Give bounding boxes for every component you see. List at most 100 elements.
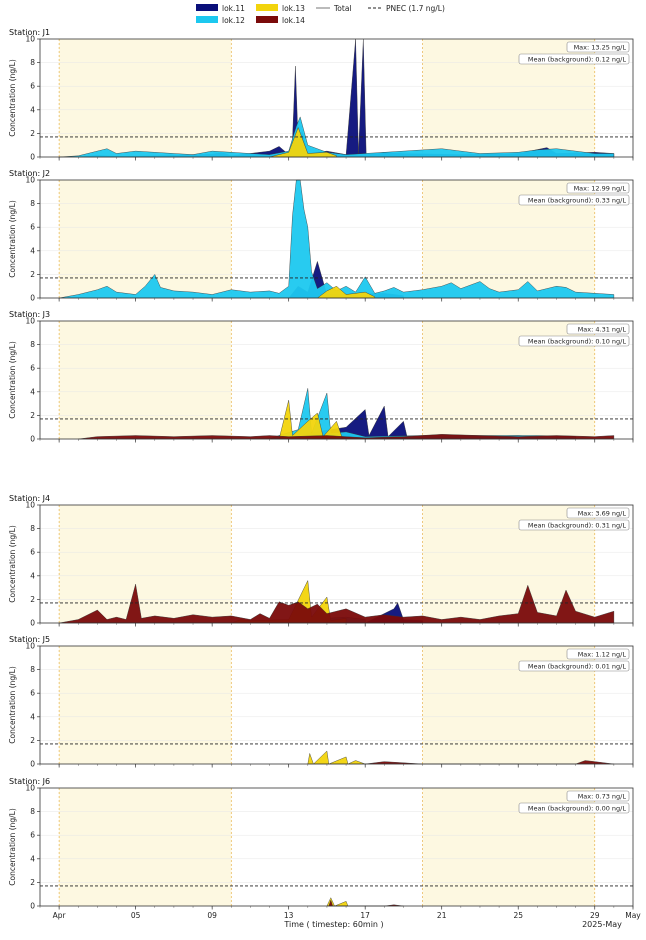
y-tick-label: 4	[30, 105, 35, 114]
plot-frame	[39, 787, 634, 907]
y-tick-label: 8	[30, 58, 35, 67]
legend-label: Total	[333, 4, 352, 13]
y-tick-label: 2	[30, 595, 35, 604]
area-lok.12	[59, 116, 615, 158]
stats-box-max	[566, 41, 630, 53]
stats-box-mean	[518, 335, 630, 347]
legend-swatch-lok.11	[196, 4, 218, 11]
y-tick-label: 6	[30, 548, 35, 557]
stats-mean: Mean (background): 0.31 ng/L	[528, 522, 627, 530]
panel-title: Station: J1	[9, 28, 50, 37]
stats-mean: Mean (background): 0.12 ng/L	[528, 56, 627, 64]
x-tick-label: 13	[284, 911, 294, 920]
stats-box-max	[566, 323, 630, 335]
plot-frame	[39, 645, 634, 765]
period-shade	[59, 505, 232, 623]
y-tick-label: 8	[30, 807, 35, 816]
plot-frame	[39, 504, 634, 624]
stats-max: Max: 3.69 ng/L	[578, 510, 627, 518]
y-tick-label: 8	[30, 199, 35, 208]
y-tick-label: 4	[30, 571, 35, 580]
y-tick-label: 2	[30, 411, 35, 420]
y-tick-label: 6	[30, 364, 35, 373]
period-shade	[59, 39, 232, 157]
stats-mean: Mean (background): 0.00 ng/L	[528, 805, 627, 813]
plot-frame	[39, 320, 634, 440]
stats-mean: Mean (background): 0.33 ng/L	[528, 197, 627, 205]
legend-label: lok.13	[282, 4, 305, 13]
stats-box-mean	[518, 802, 630, 814]
panel-title: Station: J6	[9, 777, 50, 786]
y-tick-label: 4	[30, 387, 35, 396]
y-tick-label: 10	[25, 784, 35, 793]
y-axis-label: Concentration (ng/L)	[8, 59, 17, 137]
area-lok.12	[59, 179, 615, 299]
panel-title: Station: J3	[9, 310, 50, 319]
stats-box-max	[566, 507, 630, 519]
stats-max: Max: 12.99 ng/L	[574, 185, 627, 193]
y-axis-label: Concentration (ng/L)	[8, 341, 17, 419]
stats-box-mean	[518, 53, 630, 65]
y-tick-label: 10	[25, 35, 35, 44]
legend-label: PNEC (1.7 ng/L)	[386, 4, 445, 13]
x-tick-label: May	[625, 911, 641, 920]
panel-title: Station: J4	[9, 494, 50, 503]
panel-title: Station: J2	[9, 169, 50, 178]
stats-box-max	[566, 790, 630, 802]
period-shade	[59, 180, 232, 298]
period-shade	[59, 788, 232, 906]
legend: lok.11 lok.12 lok.13 lok.14 Total PNEC (1.7 n…	[196, 4, 445, 25]
chart-panels: 0 2 4 6 8 10 Concentration (ng/L) Station: J1 Ma…	[8, 28, 641, 920]
y-tick-label: 6	[30, 223, 35, 232]
plot-frame	[39, 38, 634, 158]
stats-max: Max: 0.73 ng/L	[578, 793, 627, 801]
x-axis-sublabel: 2025-May	[582, 920, 622, 929]
y-tick-label: 2	[30, 270, 35, 279]
y-tick-label: 4	[30, 854, 35, 863]
period-shade	[59, 646, 232, 764]
area-lok.13	[307, 750, 366, 765]
stats-box-max	[566, 182, 630, 194]
x-tick-label: 29	[590, 911, 600, 920]
x-tick-label: 05	[131, 911, 141, 920]
stats-mean: Mean (background): 0.10 ng/L	[528, 338, 627, 346]
y-tick-label: 0	[30, 760, 35, 769]
y-tick-label: 0	[30, 435, 35, 444]
y-tick-label: 0	[30, 619, 35, 628]
legend-label: lok.14	[282, 16, 305, 25]
y-axis-label: Concentration (ng/L)	[8, 200, 17, 278]
legend-label: lok.12	[222, 16, 245, 25]
y-axis-label: Concentration (ng/L)	[8, 666, 17, 744]
y-tick-label: 2	[30, 878, 35, 887]
x-axis-label: Time ( timestep: 60min )	[283, 920, 383, 929]
stats-box-mean	[518, 519, 630, 531]
area-lok.14	[78, 434, 615, 440]
y-tick-label: 10	[25, 317, 35, 326]
stats-box-mean	[518, 660, 630, 672]
y-tick-label: 10	[25, 501, 35, 510]
stats-max: Max: 4.31 ng/L	[578, 326, 627, 334]
area-lok.14	[59, 584, 615, 624]
y-tick-label: 2	[30, 129, 35, 138]
y-tick-label: 8	[30, 340, 35, 349]
stats-box-mean	[518, 194, 630, 206]
panel-title: Station: J5	[9, 635, 50, 644]
legend-swatch-lok.13	[256, 4, 278, 11]
legend-swatch-lok.12	[196, 16, 218, 23]
y-tick-label: 0	[30, 153, 35, 162]
y-tick-label: 8	[30, 665, 35, 674]
y-tick-label: 10	[25, 642, 35, 651]
y-tick-label: 8	[30, 524, 35, 533]
plot-frame	[39, 179, 634, 299]
legend-swatch-lok.14	[256, 16, 278, 23]
y-tick-label: 6	[30, 831, 35, 840]
y-axis-label: Concentration (ng/L)	[8, 525, 17, 603]
y-tick-label: 2	[30, 736, 35, 745]
